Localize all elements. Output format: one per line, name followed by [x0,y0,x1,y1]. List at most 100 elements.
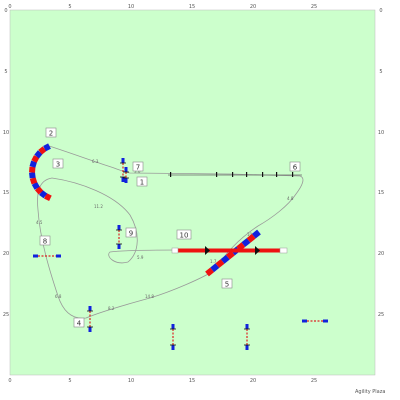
tunnel-segment [39,190,48,199]
dogwalk-plank [178,248,280,253]
wing [33,254,38,258]
x-tick-label: 0 [8,378,11,384]
number-box: 1 [136,176,148,187]
x-axis-top: 0 5 10 15 20 25 [8,4,317,10]
number-box: 6 [289,161,301,172]
tunnel-segment [246,233,256,243]
x-tick-label: 15 [189,378,195,384]
y-tick-label: 20 [3,251,9,257]
y-tick-label: 25 [3,312,9,318]
wing-jump-icon [302,319,328,323]
y-tick-label: 15 [3,190,9,196]
wing [124,178,128,183]
y-tick-label: 20 [378,251,384,257]
distance-label: 4.5 [36,220,43,225]
y-tick-label: 5 [4,69,7,75]
tunnel-segment [205,267,215,277]
x-tick-label: 25 [311,4,317,10]
tunnel-icon [29,143,52,202]
number-box: 10 [176,229,192,240]
y-axis-right: 0 5 10 15 20 25 [378,8,384,318]
arrow-icon [255,246,260,255]
wing [171,324,175,329]
distance-label: 3.6 [134,169,141,174]
wing-jump-icon [123,167,129,183]
wing-jump-icon [87,306,93,332]
wing [245,324,249,329]
svg-text:4: 4 [77,320,82,328]
dog-path [37,144,304,319]
svg-text:10: 10 [180,232,189,240]
svg-text:1: 1 [140,179,144,187]
number-box: 9 [125,227,137,238]
wing [171,345,175,350]
wing-jump-icon [33,254,61,258]
dogwalk-icon [171,246,288,255]
svg-text:5: 5 [225,281,229,289]
tunnel-segment [38,146,47,155]
wing [88,306,92,311]
distance-label: 4.8 [287,196,294,201]
tunnel-segment [210,263,220,273]
wing [117,244,121,249]
distance-label: 5.9 [137,255,144,260]
tunnel-segment [29,177,38,185]
distance-label: 6.8 [55,294,62,299]
x-tick-label: 5 [68,378,71,384]
y-tick-label: 0 [4,8,7,14]
tunnel-segment [241,238,251,247]
tunnel-segment [236,242,246,252]
x-tick-label: 5 [68,4,71,10]
wing [121,177,125,182]
svg-text:2: 2 [49,130,53,138]
x-tick-label: 10 [128,378,134,384]
wing [124,167,128,172]
svg-text:8: 8 [43,238,47,246]
obstacle-numbers: 1 2 3 4 5 6 7 8 [39,127,301,328]
y-tick-label: 25 [378,312,384,318]
number-box: 8 [39,235,51,246]
y-tick-label: 15 [378,190,384,196]
x-tick-label: 25 [311,378,317,384]
distance-label: 14.8 [145,294,154,299]
tunnel-segment [29,160,37,168]
svg-text:3: 3 [56,161,60,169]
y-tick-label: 0 [379,8,382,14]
credit-text: Agility Plaza [355,389,386,395]
x-tick-label: 20 [250,378,256,384]
tunnel-segment [215,259,225,268]
dogwalk-end [279,247,288,254]
tunnel-segment [29,172,36,179]
y-tick-label: 5 [379,69,382,75]
wing [323,319,328,323]
x-axis-bottom: 0 5 10 15 20 25 [8,378,317,384]
wing-jump-icon [120,158,126,182]
x-tick-label: 15 [189,4,195,10]
x-tick-label: 0 [8,4,11,10]
wing-jump-icon [116,225,122,249]
tunnel-segment [34,150,43,159]
distance-label: 1.7 [210,259,217,264]
wing-jump-icon [244,324,250,350]
wing [88,327,92,332]
number-box: 3 [52,158,64,169]
distance-label: 11.2 [94,204,103,209]
tunnel-segment [43,143,51,152]
number-box: 2 [45,127,57,138]
y-axis-left: 0 5 10 15 20 25 [3,8,9,318]
wing [56,254,61,258]
y-tick-label: 10 [3,130,9,136]
y-tick-label: 10 [378,130,384,136]
wing [121,158,125,163]
svg-text:9: 9 [129,230,133,238]
tunnel-segment [251,229,261,239]
number-box: 4 [73,317,85,328]
wing [117,225,121,230]
number-box: 7 [132,161,144,172]
wing [302,319,307,323]
distance-label: 6.3 [92,159,99,164]
wing [245,345,249,350]
svg-text:7: 7 [136,164,140,172]
arrow-icon [205,246,210,255]
